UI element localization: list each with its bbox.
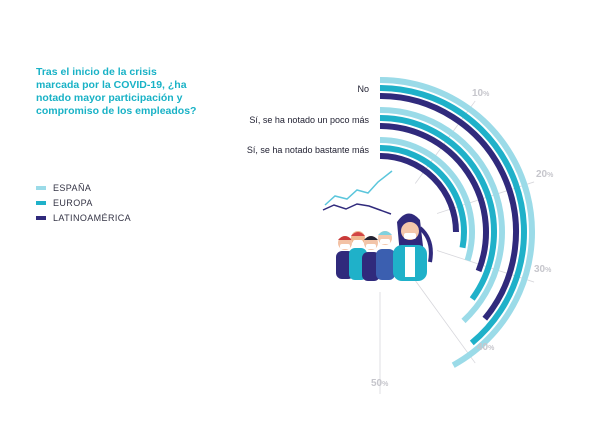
tick-guide-line bbox=[414, 280, 476, 364]
legend-item-latinoamerica: LATINOAMÉRICA bbox=[36, 211, 131, 224]
legend-swatch bbox=[36, 185, 46, 190]
radial-bar bbox=[379, 85, 527, 346]
legend-swatch bbox=[36, 215, 46, 220]
radial-bar bbox=[379, 77, 535, 368]
chart-title-line: notado mayor participación y bbox=[36, 92, 183, 104]
radial-bars bbox=[379, 77, 535, 368]
chart-title-line: marcada por la COVID-19, ¿ha bbox=[36, 79, 187, 91]
tick-label-unit: % bbox=[545, 267, 552, 274]
illustration-trend-line-light bbox=[324, 170, 393, 206]
person-icon bbox=[376, 231, 395, 280]
illustration-trend-line-dark bbox=[322, 203, 392, 215]
category-label-bastante-mas: Sí, se ha notado bastante más bbox=[246, 145, 369, 155]
tick-label-number: 20 bbox=[536, 169, 548, 180]
tick-label-10: 10% bbox=[472, 88, 489, 99]
radial-bar bbox=[379, 145, 467, 249]
tick-label-number: 40 bbox=[477, 342, 489, 353]
tick-label-30: 30% bbox=[534, 264, 551, 275]
tick-label-unit: % bbox=[547, 172, 554, 179]
tick-label-number: 10 bbox=[472, 88, 484, 99]
radial-bar bbox=[379, 123, 489, 273]
tick-label-number: 50 bbox=[371, 378, 383, 389]
chart-title-line: compromiso de los empleados? bbox=[36, 105, 197, 117]
tick-label-unit: % bbox=[382, 381, 389, 388]
radial-bar bbox=[379, 137, 475, 262]
legend-item-europa: EUROPA bbox=[36, 196, 131, 209]
radial-bar bbox=[379, 93, 519, 321]
tick-label-unit: % bbox=[488, 345, 495, 352]
tick-label-20: 20% bbox=[536, 169, 553, 180]
radial-bar bbox=[379, 115, 497, 301]
radial-bar bbox=[379, 153, 459, 233]
radial-bar bbox=[379, 107, 505, 324]
legend-item-espana: ESPAÑA bbox=[36, 181, 131, 194]
tick-label-number: 30 bbox=[534, 264, 546, 275]
chart-title-line: Tras el inicio de la crisis bbox=[36, 66, 157, 78]
person-icon bbox=[362, 236, 380, 281]
tick-label-40: 40% bbox=[477, 342, 494, 353]
chart-legend: ESPAÑA EUROPA LATINOAMÉRICA bbox=[36, 181, 131, 226]
legend-label: EUROPA bbox=[53, 197, 93, 208]
legend-swatch bbox=[36, 200, 46, 205]
category-label-un-poco-mas: Sí, se ha notado un poco más bbox=[249, 115, 369, 125]
category-label-no: No bbox=[357, 84, 369, 94]
legend-label: ESPAÑA bbox=[53, 182, 92, 193]
tick-label-50: 50% bbox=[371, 378, 388, 389]
person-icon bbox=[393, 213, 433, 281]
tick-label-unit: % bbox=[483, 91, 490, 98]
employees-illustration bbox=[322, 170, 433, 281]
chart-title: Tras el inicio de la crisis marcada por … bbox=[36, 66, 201, 118]
legend-label: LATINOAMÉRICA bbox=[53, 212, 132, 223]
